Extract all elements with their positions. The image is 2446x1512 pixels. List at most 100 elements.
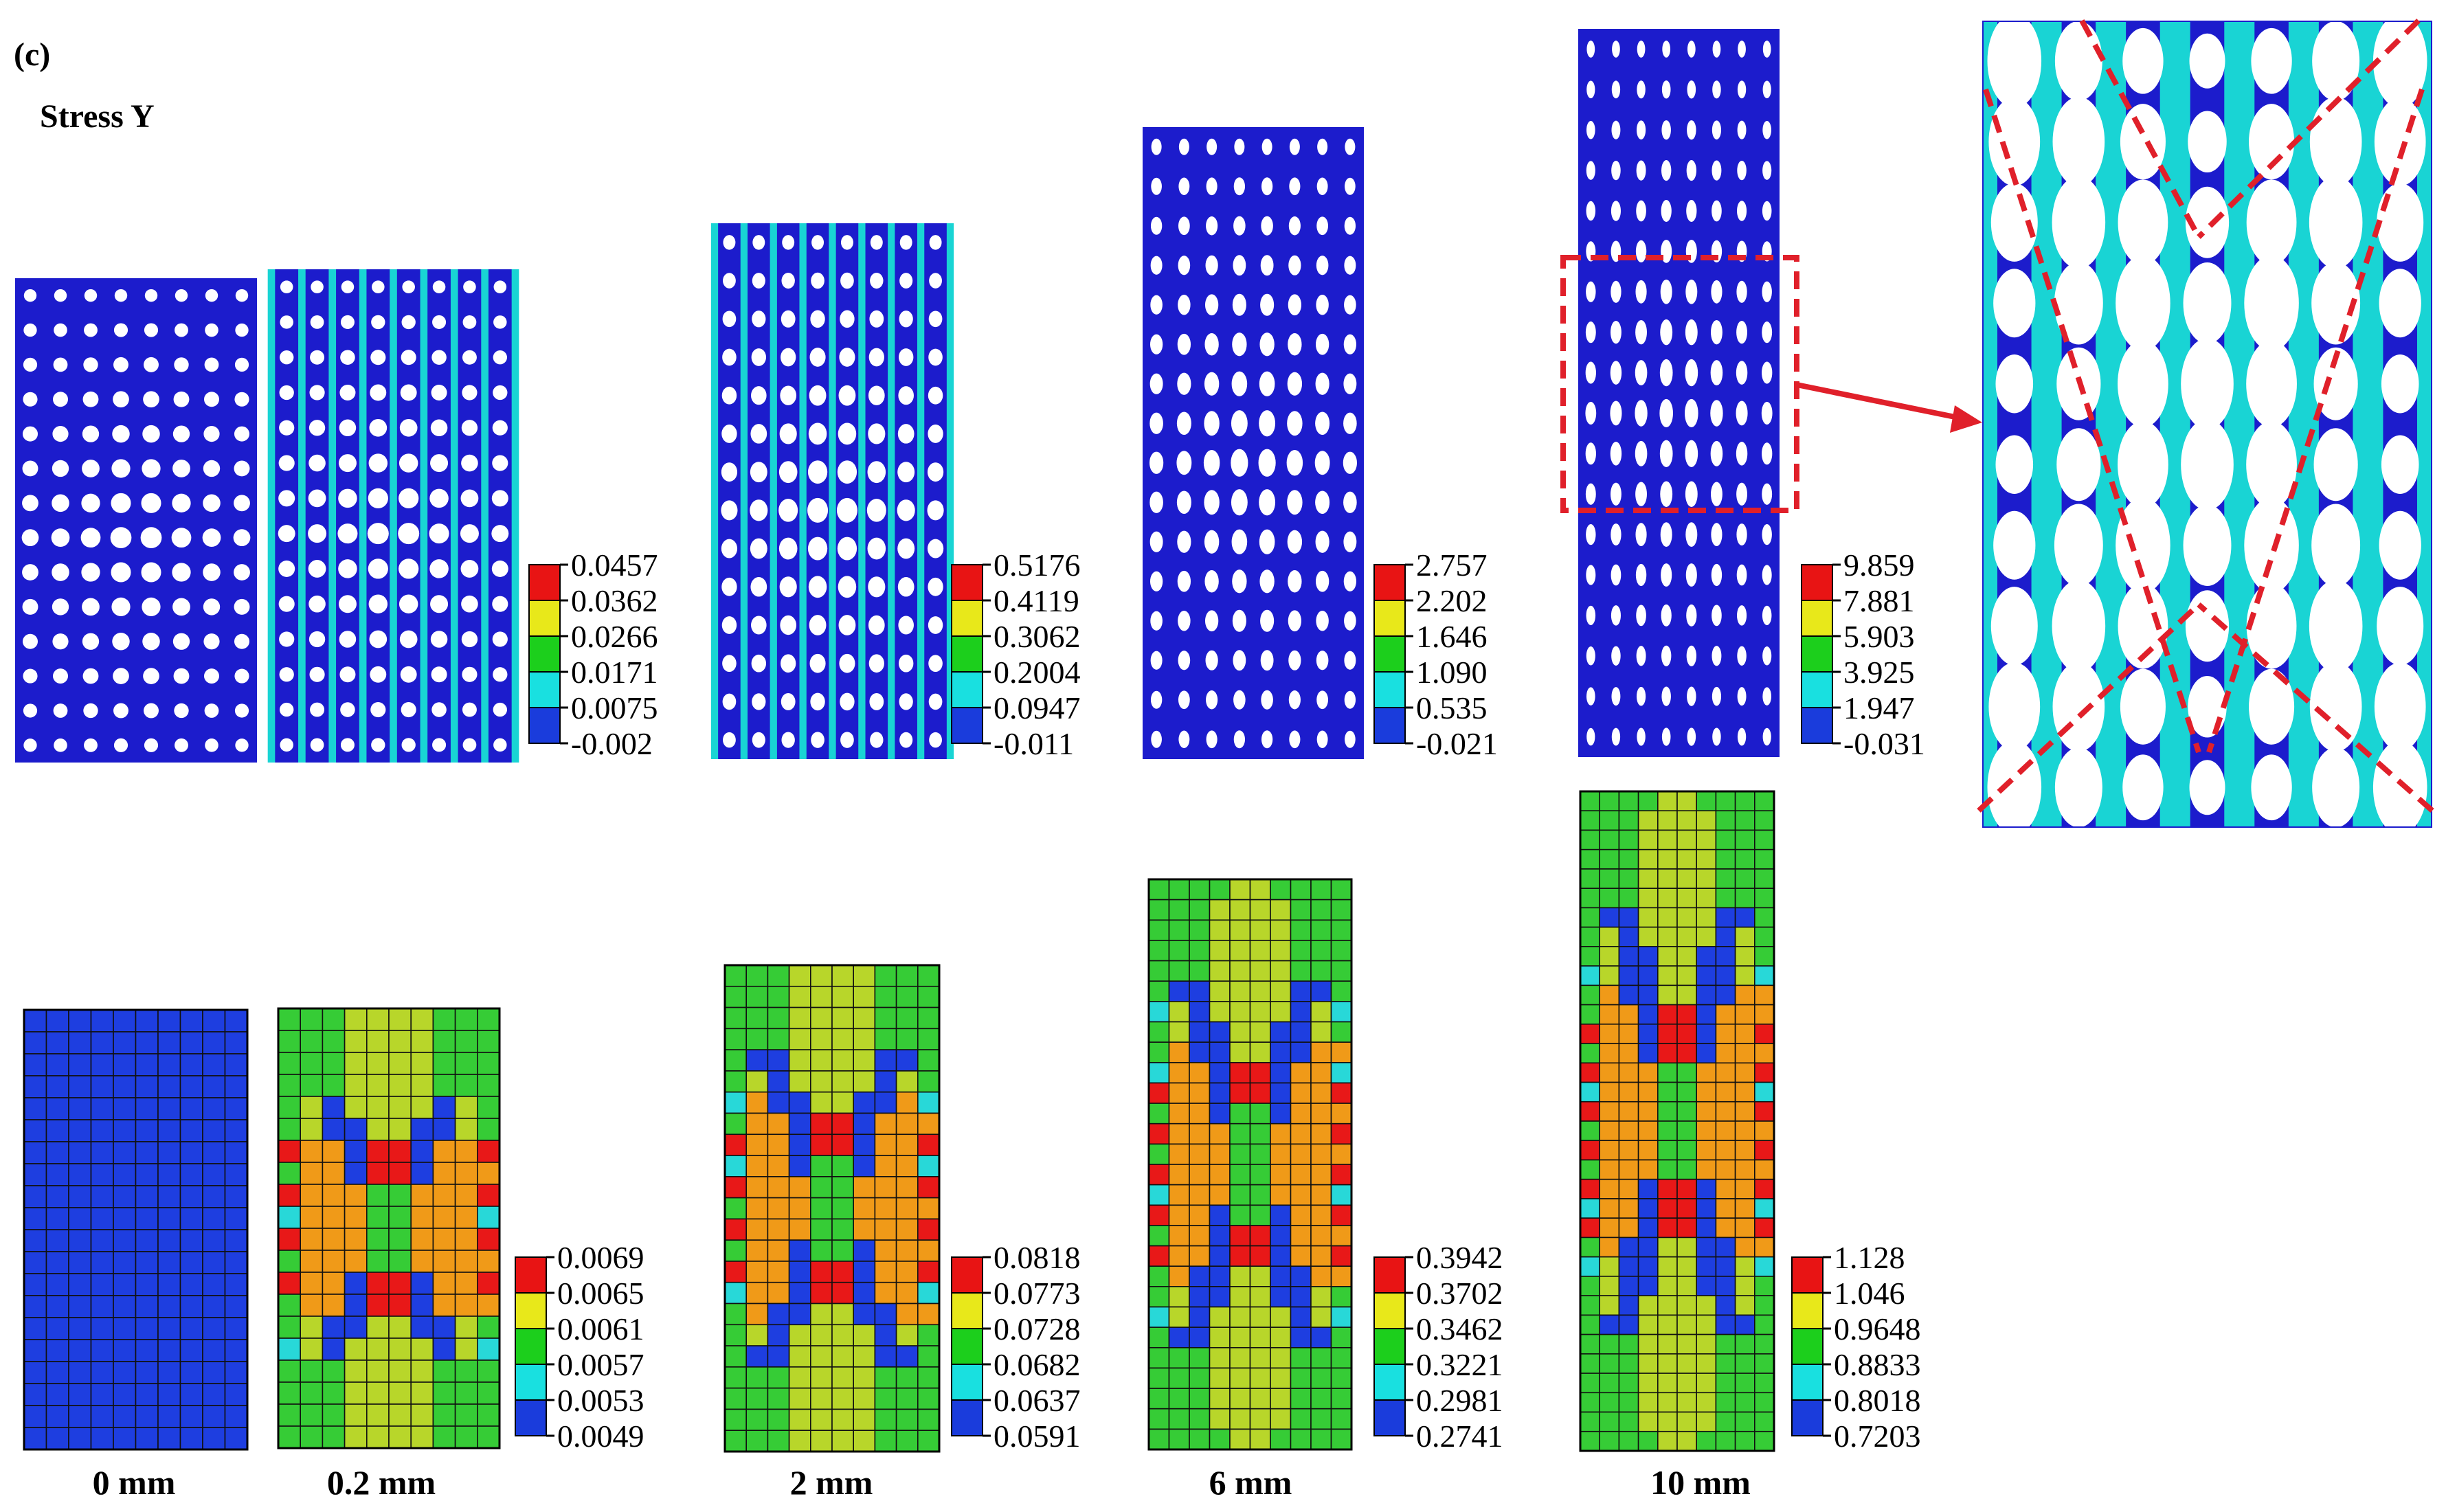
zoom-hole <box>2054 747 2102 828</box>
hole <box>400 666 417 683</box>
hole <box>1635 523 1647 547</box>
hole <box>1150 216 1163 235</box>
mesh-cell <box>224 1185 248 1208</box>
mesh-cell <box>202 1383 226 1406</box>
mesh-cell <box>1599 1333 1620 1355</box>
hole <box>53 357 68 372</box>
mesh-cell <box>1229 1061 1251 1084</box>
hole <box>340 350 355 365</box>
hole <box>1586 646 1595 666</box>
legend-bottom-1-value: 0.0818 <box>994 1240 1081 1275</box>
legend-bottom-0-swatch <box>515 1364 547 1401</box>
zoom-hole <box>2116 255 2170 351</box>
mesh-cell <box>278 1030 302 1053</box>
mesh-cell <box>745 1176 769 1199</box>
mesh-cell <box>810 1218 833 1241</box>
hole <box>493 702 508 717</box>
mesh-cell <box>788 1091 811 1114</box>
legend-bottom-2-value: 0.3462 <box>1416 1311 1503 1346</box>
mesh-cell <box>1168 1346 1190 1369</box>
mesh-cell <box>68 1229 92 1252</box>
hole <box>928 348 943 366</box>
mesh-cell <box>1189 1122 1211 1145</box>
mesh-cell <box>202 1009 226 1033</box>
top-legends: 0.04570.03620.02660.01710.0075-0.0020.51… <box>528 548 1925 761</box>
mesh-cell <box>917 985 940 1008</box>
mesh-cell <box>917 1133 940 1156</box>
mesh-cell <box>1734 907 1755 928</box>
mesh-cell <box>1696 926 1717 947</box>
mesh-cell <box>388 1206 412 1229</box>
mesh-cell <box>432 1052 456 1075</box>
mesh-cell <box>45 1317 69 1340</box>
mesh-cell <box>68 1075 92 1098</box>
hole <box>1586 687 1595 706</box>
hole <box>1204 569 1219 593</box>
hole <box>1316 730 1328 748</box>
mesh-cell <box>853 1408 876 1432</box>
hole <box>1288 255 1301 275</box>
mesh-cell <box>788 1197 811 1220</box>
mesh-cell <box>917 1028 940 1050</box>
mesh-cell <box>1657 1256 1678 1277</box>
mesh-cell <box>1637 1062 1659 1083</box>
mesh-cell <box>1229 1346 1251 1369</box>
zoom-hole <box>2054 504 2103 587</box>
mesh-cell <box>344 1250 368 1273</box>
mesh-cell <box>1657 1178 1678 1199</box>
shear-band-line <box>1977 602 2201 813</box>
mesh-cell <box>1310 1367 1332 1389</box>
mesh-cell <box>1599 1353 1620 1374</box>
mesh-cell <box>1599 848 1620 870</box>
hole <box>1585 483 1596 505</box>
mesh-cell <box>1290 1041 1312 1063</box>
hole <box>462 385 478 400</box>
mesh-cell <box>1168 1388 1190 1410</box>
plate-0mm <box>15 278 257 763</box>
mesh-cell <box>874 1430 897 1452</box>
hole <box>1151 138 1162 155</box>
hole <box>1343 373 1357 394</box>
mesh-cell <box>388 1294 412 1317</box>
hole <box>1288 690 1301 710</box>
mesh-cell <box>895 1049 919 1072</box>
mesh-cell <box>1290 879 1312 901</box>
hole <box>113 323 128 337</box>
mesh-cell <box>1189 960 1211 982</box>
mesh-cell <box>895 1239 919 1262</box>
hole <box>235 323 249 337</box>
mesh-cell <box>767 1006 790 1030</box>
hole <box>310 315 324 329</box>
legend-top-3-value: 7.881 <box>1843 583 1915 618</box>
mesh-cell <box>1229 919 1251 941</box>
hole <box>840 272 854 289</box>
mesh-cell <box>1310 980 1332 1002</box>
mesh-cell <box>1637 1276 1659 1296</box>
hole <box>1206 690 1218 710</box>
mesh-cell <box>322 1228 346 1251</box>
zoom-hole <box>2249 668 2295 745</box>
hole <box>1636 120 1646 140</box>
mesh-cell <box>831 1133 855 1156</box>
hole <box>1762 80 1771 99</box>
mesh-cell <box>1754 1198 1775 1219</box>
mesh-cell <box>1715 1004 1736 1025</box>
mesh-cell <box>476 1228 500 1251</box>
mesh-cell <box>202 1075 226 1098</box>
mesh-cell <box>810 1049 833 1072</box>
hole <box>1315 530 1329 553</box>
mesh-cell <box>1148 1103 1170 1125</box>
mesh-cell <box>224 1053 248 1076</box>
mesh-cell <box>45 1185 69 1208</box>
mesh-cell <box>366 1162 390 1185</box>
mesh-cell <box>322 1425 346 1449</box>
mesh-cell <box>1715 984 1736 1006</box>
mesh-cell <box>135 1427 159 1450</box>
legend-bottom-1-value: 0.0637 <box>994 1383 1081 1418</box>
hole <box>84 323 98 337</box>
mesh-cell <box>1310 1327 1332 1349</box>
legend-top-2-swatch <box>1373 635 1406 673</box>
mesh-cell <box>853 1070 876 1093</box>
hole <box>460 560 479 578</box>
